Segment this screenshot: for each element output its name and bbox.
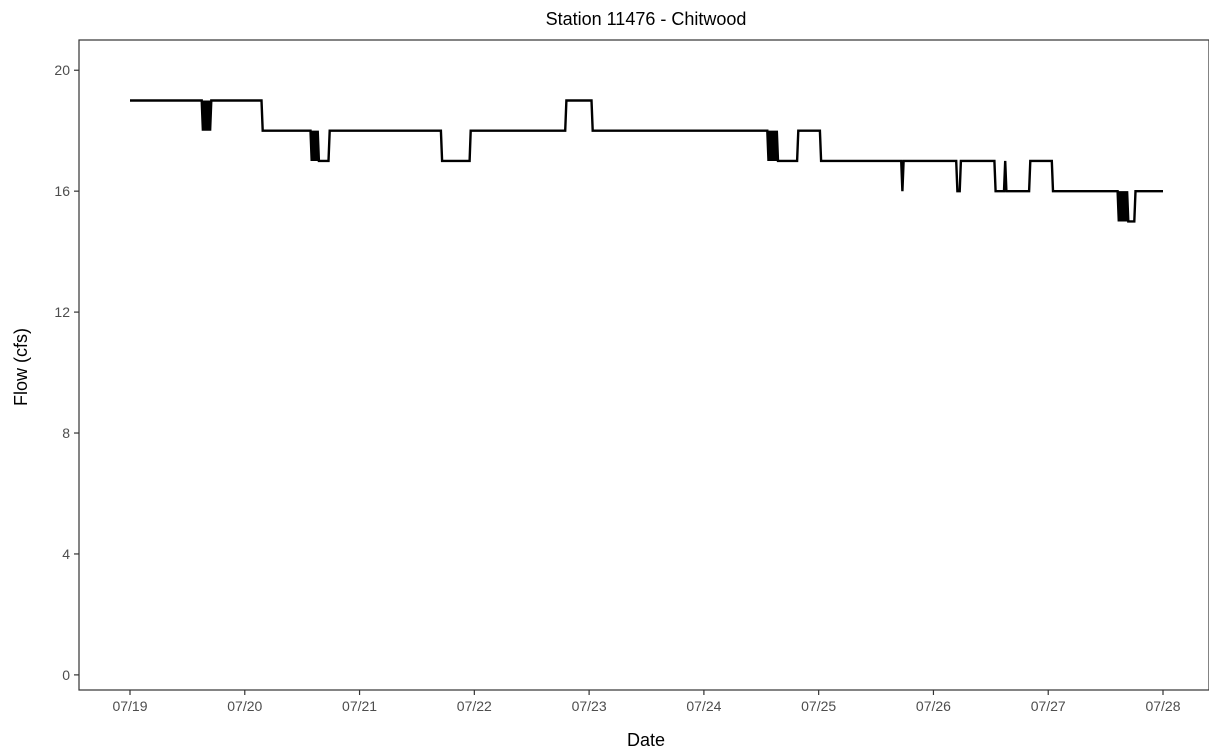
y-tick-label: 4: [62, 546, 70, 562]
x-axis-title: Date: [627, 730, 665, 750]
x-tick-label: 07/22: [457, 698, 492, 714]
x-tick-label: 07/24: [686, 698, 721, 714]
plot-panel: [78, 39, 1209, 691]
x-tick-label: 07/26: [916, 698, 951, 714]
y-axis: 0 4 8 12 16 20: [54, 62, 79, 683]
chart-title: Station 11476 - Chitwood: [546, 9, 747, 29]
y-tick-label: 20: [54, 62, 70, 78]
y-tick-label: 0: [62, 667, 70, 683]
x-tick-label: 07/19: [112, 698, 147, 714]
x-tick-label: 07/25: [801, 698, 836, 714]
x-tick-label: 07/23: [572, 698, 607, 714]
x-tick-label: 07/21: [342, 698, 377, 714]
x-tick-label: 07/28: [1145, 698, 1180, 714]
x-tick-label: 07/27: [1031, 698, 1066, 714]
x-axis: 07/19 07/20 07/21 07/22 07/23 07/24 07/25 07/26…: [112, 690, 1181, 714]
y-tick-label: 8: [62, 425, 70, 441]
x-tick-label: 07/20: [227, 698, 262, 714]
y-tick-label: 16: [54, 183, 70, 199]
series-line-flow: [130, 99, 1163, 223]
y-axis-title: Flow (cfs): [11, 328, 31, 406]
y-tick-label: 12: [54, 304, 70, 320]
